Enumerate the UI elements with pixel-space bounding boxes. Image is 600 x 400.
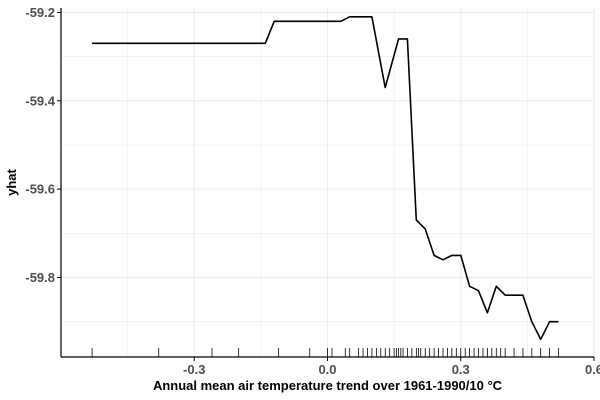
y-axis-title: yhat <box>4 168 19 195</box>
tick-labels: -0.3 0.0 0.3 0.6 -59.2 -59.4 -59.6 -59.8 <box>25 5 600 377</box>
y-tick-label: -59.2 <box>25 5 55 20</box>
y-tick-label: -59.8 <box>25 270 55 285</box>
x-tick-label: 0.0 <box>318 362 336 377</box>
y-tick-label: -59.6 <box>25 182 55 197</box>
x-tick-label: 0.3 <box>452 362 470 377</box>
series-line <box>92 15 559 341</box>
x-axis-title: Annual mean air temperature trend over 1… <box>153 378 503 393</box>
y-tick-label: -59.4 <box>25 93 55 108</box>
axes <box>57 8 595 361</box>
gridlines <box>61 8 595 357</box>
x-tick-label: 0.6 <box>585 362 600 377</box>
rug-marks <box>91 348 559 357</box>
series-group <box>92 15 559 341</box>
x-tick-label: -0.3 <box>183 362 205 377</box>
